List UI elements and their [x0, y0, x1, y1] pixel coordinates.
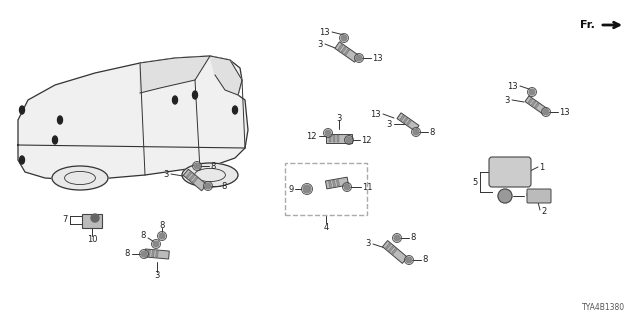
Circle shape [325, 130, 331, 136]
Text: 3: 3 [164, 170, 169, 179]
Text: 12: 12 [361, 135, 371, 145]
Ellipse shape [19, 156, 24, 164]
Text: 11: 11 [362, 182, 372, 191]
Ellipse shape [182, 163, 238, 187]
Circle shape [394, 235, 400, 241]
Polygon shape [392, 248, 397, 254]
Text: 13: 13 [372, 53, 383, 62]
Polygon shape [406, 120, 411, 125]
Polygon shape [189, 174, 195, 180]
Polygon shape [400, 116, 404, 121]
Polygon shape [328, 181, 332, 187]
Polygon shape [337, 180, 339, 186]
Text: 13: 13 [508, 82, 518, 91]
Polygon shape [186, 172, 191, 178]
Text: 1: 1 [539, 163, 544, 172]
Text: 8: 8 [221, 181, 227, 190]
Circle shape [159, 233, 165, 239]
Polygon shape [18, 56, 248, 180]
Circle shape [205, 183, 211, 189]
Polygon shape [326, 177, 349, 189]
Polygon shape [525, 96, 547, 114]
Polygon shape [333, 134, 335, 141]
Polygon shape [531, 101, 536, 106]
Text: 7: 7 [63, 215, 68, 225]
Circle shape [413, 129, 419, 135]
Text: 3: 3 [317, 39, 323, 49]
Polygon shape [341, 47, 346, 53]
Ellipse shape [232, 106, 237, 114]
Ellipse shape [173, 96, 177, 104]
Polygon shape [333, 180, 335, 187]
Polygon shape [528, 98, 532, 104]
Polygon shape [344, 49, 349, 55]
Text: 9: 9 [289, 185, 294, 194]
Text: 3: 3 [504, 95, 510, 105]
Circle shape [194, 163, 200, 169]
Text: 3: 3 [336, 114, 342, 123]
Ellipse shape [193, 91, 198, 99]
Circle shape [91, 214, 99, 222]
Text: 8: 8 [210, 162, 216, 171]
Circle shape [141, 251, 147, 257]
Polygon shape [156, 251, 158, 257]
Circle shape [406, 257, 412, 263]
Polygon shape [388, 246, 394, 252]
Ellipse shape [52, 136, 58, 144]
Polygon shape [383, 241, 408, 263]
Polygon shape [210, 56, 242, 95]
Polygon shape [152, 251, 154, 257]
Circle shape [543, 109, 549, 115]
Text: 6: 6 [525, 191, 531, 201]
Text: 13: 13 [559, 108, 570, 116]
Polygon shape [335, 42, 359, 62]
Ellipse shape [19, 106, 24, 114]
Polygon shape [338, 44, 343, 51]
Polygon shape [385, 243, 391, 249]
FancyBboxPatch shape [527, 189, 551, 203]
Polygon shape [145, 249, 170, 259]
Text: 3: 3 [365, 239, 371, 249]
Bar [285, 163, 367, 215]
Polygon shape [534, 103, 539, 108]
Polygon shape [397, 113, 419, 131]
Ellipse shape [58, 116, 63, 124]
Circle shape [356, 55, 362, 61]
Text: 8: 8 [410, 234, 415, 243]
Text: 13: 13 [371, 109, 381, 118]
Bar [82, 214, 102, 228]
Polygon shape [183, 169, 207, 191]
Text: TYA4B1380: TYA4B1380 [582, 303, 625, 312]
Text: 4: 4 [323, 222, 328, 231]
Text: 8: 8 [422, 255, 428, 265]
Polygon shape [148, 250, 150, 256]
Circle shape [341, 35, 347, 41]
Text: 8: 8 [125, 250, 130, 259]
Polygon shape [326, 133, 352, 142]
Polygon shape [329, 134, 331, 141]
Text: Fr.: Fr. [580, 20, 595, 30]
FancyBboxPatch shape [489, 157, 531, 187]
Text: 10: 10 [87, 236, 97, 244]
Circle shape [303, 185, 311, 193]
Text: 13: 13 [319, 28, 330, 36]
Polygon shape [403, 118, 408, 123]
Text: 12: 12 [307, 132, 317, 140]
Text: 2: 2 [541, 207, 547, 217]
Polygon shape [192, 177, 198, 183]
Polygon shape [140, 56, 210, 93]
Circle shape [344, 184, 350, 190]
Text: 8: 8 [429, 127, 435, 137]
Text: 3: 3 [154, 270, 160, 279]
Circle shape [346, 137, 352, 143]
Polygon shape [337, 134, 339, 141]
Circle shape [529, 89, 535, 95]
Circle shape [498, 189, 512, 203]
Text: 8: 8 [159, 220, 164, 229]
Circle shape [153, 241, 159, 247]
Text: 8: 8 [141, 230, 146, 239]
Text: 5: 5 [473, 178, 478, 187]
Ellipse shape [52, 166, 108, 190]
Text: 3: 3 [387, 119, 392, 129]
